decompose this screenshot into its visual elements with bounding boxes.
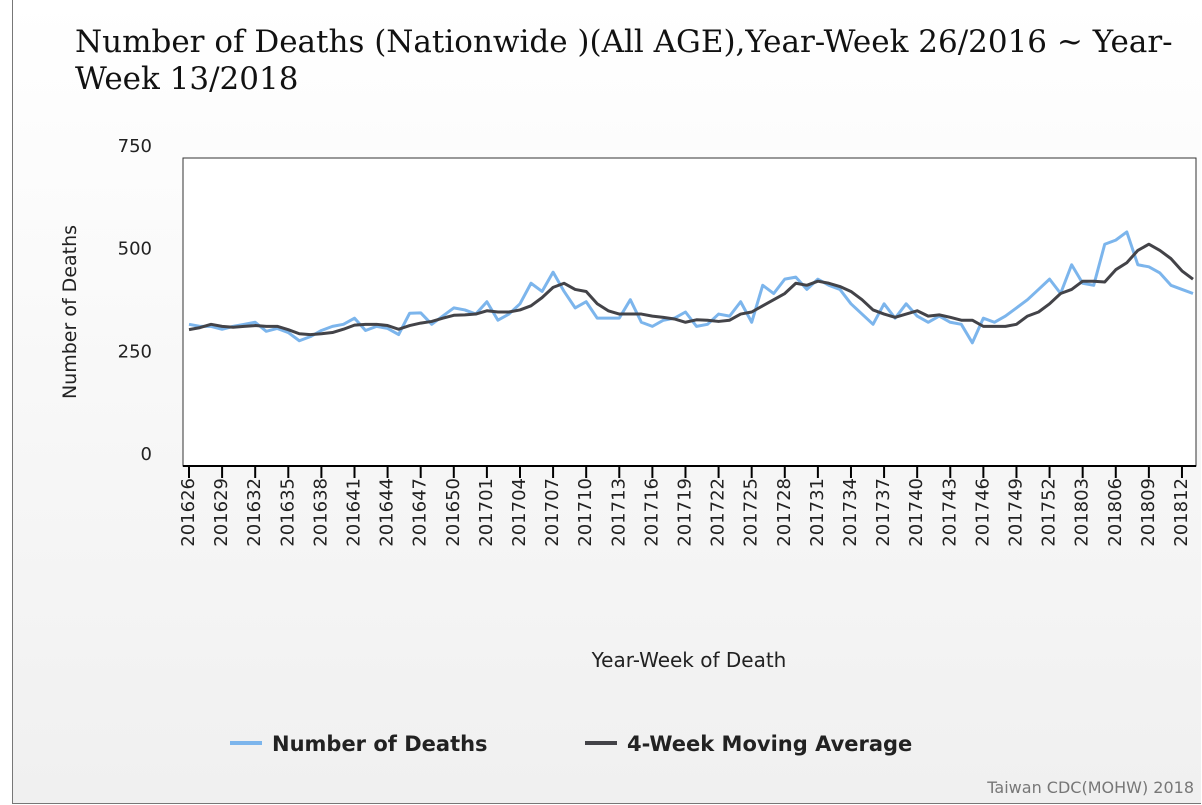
x-tick-label: 201719 — [674, 478, 695, 547]
x-tick-label: 201644 — [377, 478, 398, 547]
y-tick-label: 750 — [118, 136, 152, 157]
x-tick-label: 201713 — [608, 478, 629, 547]
x-tick-label: 201725 — [741, 478, 762, 547]
x-tick-label: 201734 — [840, 478, 861, 547]
chart-title: Number of Deaths (Nationwide )(All AGE),… — [75, 24, 1173, 97]
x-tick-label: 201740 — [906, 478, 927, 547]
source-credit: Taiwan CDC(MOHW) 2018 — [986, 778, 1194, 797]
x-tick-label: 201629 — [211, 478, 232, 547]
x-tick-label: 201716 — [641, 478, 662, 547]
x-tick-label: 201806 — [1105, 478, 1126, 547]
x-tick-label: 201707 — [542, 478, 563, 547]
plot-area — [182, 157, 1197, 467]
y-tick-label: 0 — [141, 444, 152, 465]
series-line — [188, 230, 1194, 345]
series-line — [188, 242, 1194, 337]
x-tick-label: 201635 — [277, 478, 298, 547]
x-tick-label: 201704 — [509, 478, 530, 547]
y-tick-label: 500 — [118, 239, 152, 260]
x-tick-label: 201626 — [178, 478, 199, 547]
x-tick-label: 201638 — [310, 478, 331, 547]
legend-label: 4-Week Moving Average — [627, 732, 912, 756]
x-tick-label: 201641 — [343, 478, 364, 547]
legend-label: Number of Deaths — [272, 732, 488, 756]
x-tick-label: 201809 — [1138, 478, 1159, 547]
x-tick-label: 201701 — [476, 478, 497, 547]
x-tick-label: 201803 — [1072, 478, 1093, 547]
y-axis-title: Number of Deaths — [59, 225, 81, 399]
x-tick-label: 201749 — [1005, 478, 1026, 547]
x-tick-label: 201647 — [410, 478, 431, 547]
x-tick-label: 201722 — [708, 478, 729, 547]
x-tick-label: 201812 — [1171, 478, 1192, 547]
x-tick-label: 201632 — [244, 478, 265, 547]
x-tick-label: 201743 — [939, 478, 960, 547]
x-tick-label: 201746 — [972, 478, 993, 547]
x-tick-label: 201728 — [774, 478, 795, 547]
x-axis-title: Year-Week of Death — [591, 648, 787, 672]
y-tick-label: 250 — [118, 341, 152, 362]
x-tick-label: 201710 — [575, 478, 596, 547]
x-tick-label: 201737 — [873, 478, 894, 547]
x-tick-label: 201731 — [807, 478, 828, 547]
x-tick-label: 201650 — [443, 478, 464, 547]
x-tick-label: 201752 — [1039, 478, 1060, 547]
